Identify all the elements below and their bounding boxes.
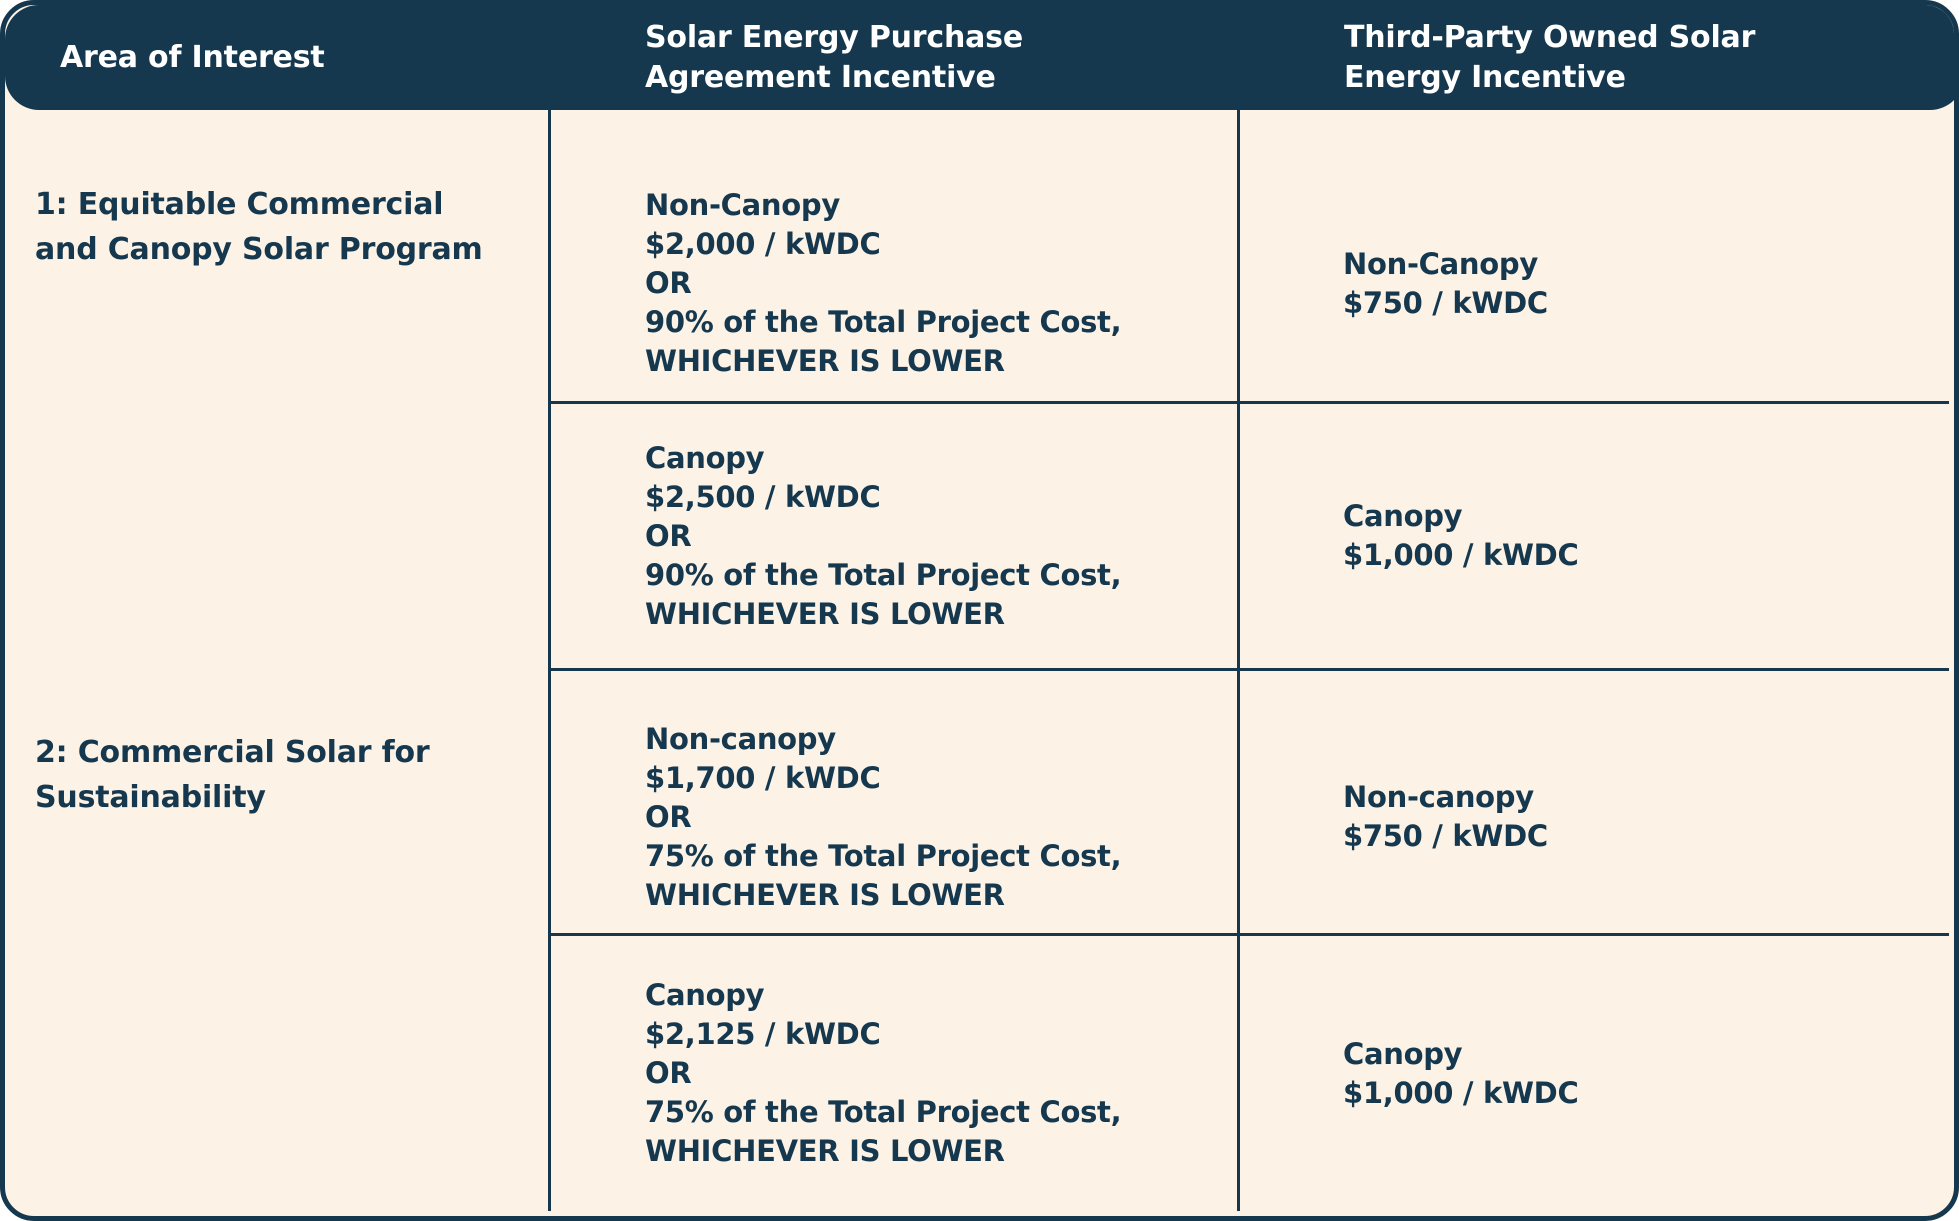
program-1-noncanopy-sepa-cell: Non-Canopy $2,000 / kWDC OR 90% of the T… — [548, 110, 1237, 401]
program-1-cell: 1: Equitable Commercial and Canopy Solar… — [10, 110, 548, 668]
program-2-noncanopy-sepa-cell: Non-canopy $1,700 / kWDC OR 75% of the T… — [548, 668, 1237, 933]
header-tpo-incentive: Third-Party Owned Solar Energy Incentive — [1344, 19, 1756, 95]
program-1-canopy-tpo-cell: Canopy $1,000 / kWDC — [1237, 401, 1949, 668]
program-1-noncanopy-tpo-cell: Non-Canopy $750 / kWDC — [1237, 110, 1949, 401]
program-2-cell: 2: Commercial Solar for Sustainability — [10, 668, 548, 1211]
program-2-canopy-sepa-cell: Canopy $2,125 / kWDC OR 75% of the Total… — [548, 933, 1237, 1211]
header-sepa-incentive: Solar Energy Purchase Agreement Incentiv… — [645, 19, 1023, 95]
program-1-label: 1: Equitable Commercial and Canopy Solar… — [35, 187, 483, 267]
program-2-label: 2: Commercial Solar for Sustainability — [35, 735, 430, 815]
table-header-row: Area of Interest Solar Energy Purchase A… — [5, 5, 1954, 110]
header-area-of-interest: Area of Interest — [60, 39, 325, 75]
program-2-canopy-tpo-cell: Canopy $1,000 / kWDC — [1237, 933, 1949, 1211]
table-body: 1: Equitable Commercial and Canopy Solar… — [10, 110, 1949, 1211]
program-2-noncanopy-tpo-cell: Non-canopy $750 / kWDC — [1237, 668, 1949, 933]
program-1-canopy-sepa-cell: Canopy $2,500 / kWDC OR 90% of the Total… — [548, 401, 1237, 668]
